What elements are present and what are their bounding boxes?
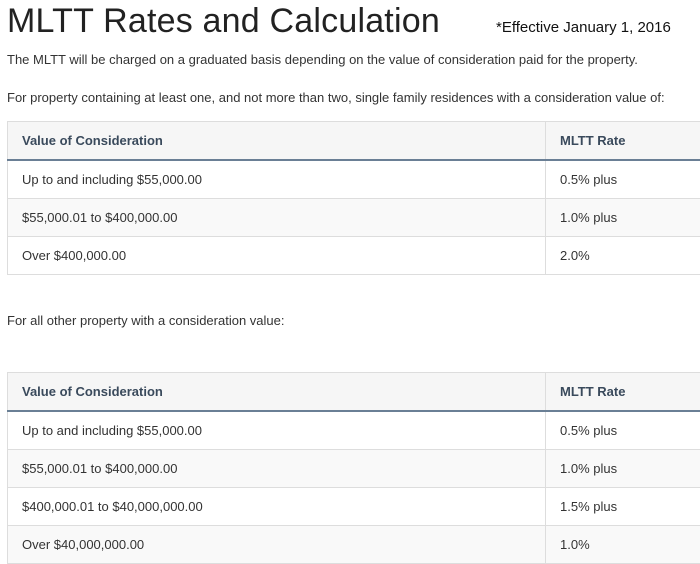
effective-date-note: *Effective January 1, 2016	[496, 19, 671, 36]
residential-lead-text: For property containing at least one, an…	[7, 90, 665, 105]
table-row: Over $40,000,000.00 1.0%	[8, 526, 700, 564]
residential-rate-table: Value of Consideration MLTT Rate Up to a…	[7, 121, 700, 275]
cell-rate: 0.5% plus	[546, 160, 700, 199]
column-header-value: Value of Consideration	[8, 373, 546, 412]
cell-value: $55,000.01 to $400,000.00	[8, 199, 546, 237]
cell-rate: 2.0%	[546, 237, 700, 275]
other-property-rate-table: Value of Consideration MLTT Rate Up to a…	[7, 372, 700, 564]
cell-value: Up to and including $55,000.00	[8, 160, 546, 199]
cell-rate: 1.0% plus	[546, 199, 700, 237]
table-row: Up to and including $55,000.00 0.5% plus	[8, 160, 700, 199]
column-header-value: Value of Consideration	[8, 122, 546, 161]
cell-value: Over $40,000,000.00	[8, 526, 546, 564]
table-header-row: Value of Consideration MLTT Rate	[8, 122, 700, 161]
table-header-row: Value of Consideration MLTT Rate	[8, 373, 700, 412]
table-row: Over $400,000.00 2.0%	[8, 237, 700, 275]
cell-rate: 0.5% plus	[546, 411, 700, 450]
cell-value: $400,000.01 to $40,000,000.00	[8, 488, 546, 526]
cell-value: Up to and including $55,000.00	[8, 411, 546, 450]
page-title: MLTT Rates and Calculation	[7, 2, 440, 41]
table-row: $55,000.01 to $400,000.00 1.0% plus	[8, 450, 700, 488]
cell-value: $55,000.01 to $400,000.00	[8, 450, 546, 488]
cell-rate: 1.0% plus	[546, 450, 700, 488]
table-row: $55,000.01 to $400,000.00 1.0% plus	[8, 199, 700, 237]
cell-value: Over $400,000.00	[8, 237, 546, 275]
column-header-rate: MLTT Rate	[546, 373, 700, 412]
cell-rate: 1.5% plus	[546, 488, 700, 526]
table-row: Up to and including $55,000.00 0.5% plus	[8, 411, 700, 450]
table-row: $400,000.01 to $40,000,000.00 1.5% plus	[8, 488, 700, 526]
cell-rate: 1.0%	[546, 526, 700, 564]
intro-paragraph: The MLTT will be charged on a graduated …	[7, 52, 638, 67]
other-lead-text: For all other property with a considerat…	[7, 313, 284, 328]
column-header-rate: MLTT Rate	[546, 122, 700, 161]
